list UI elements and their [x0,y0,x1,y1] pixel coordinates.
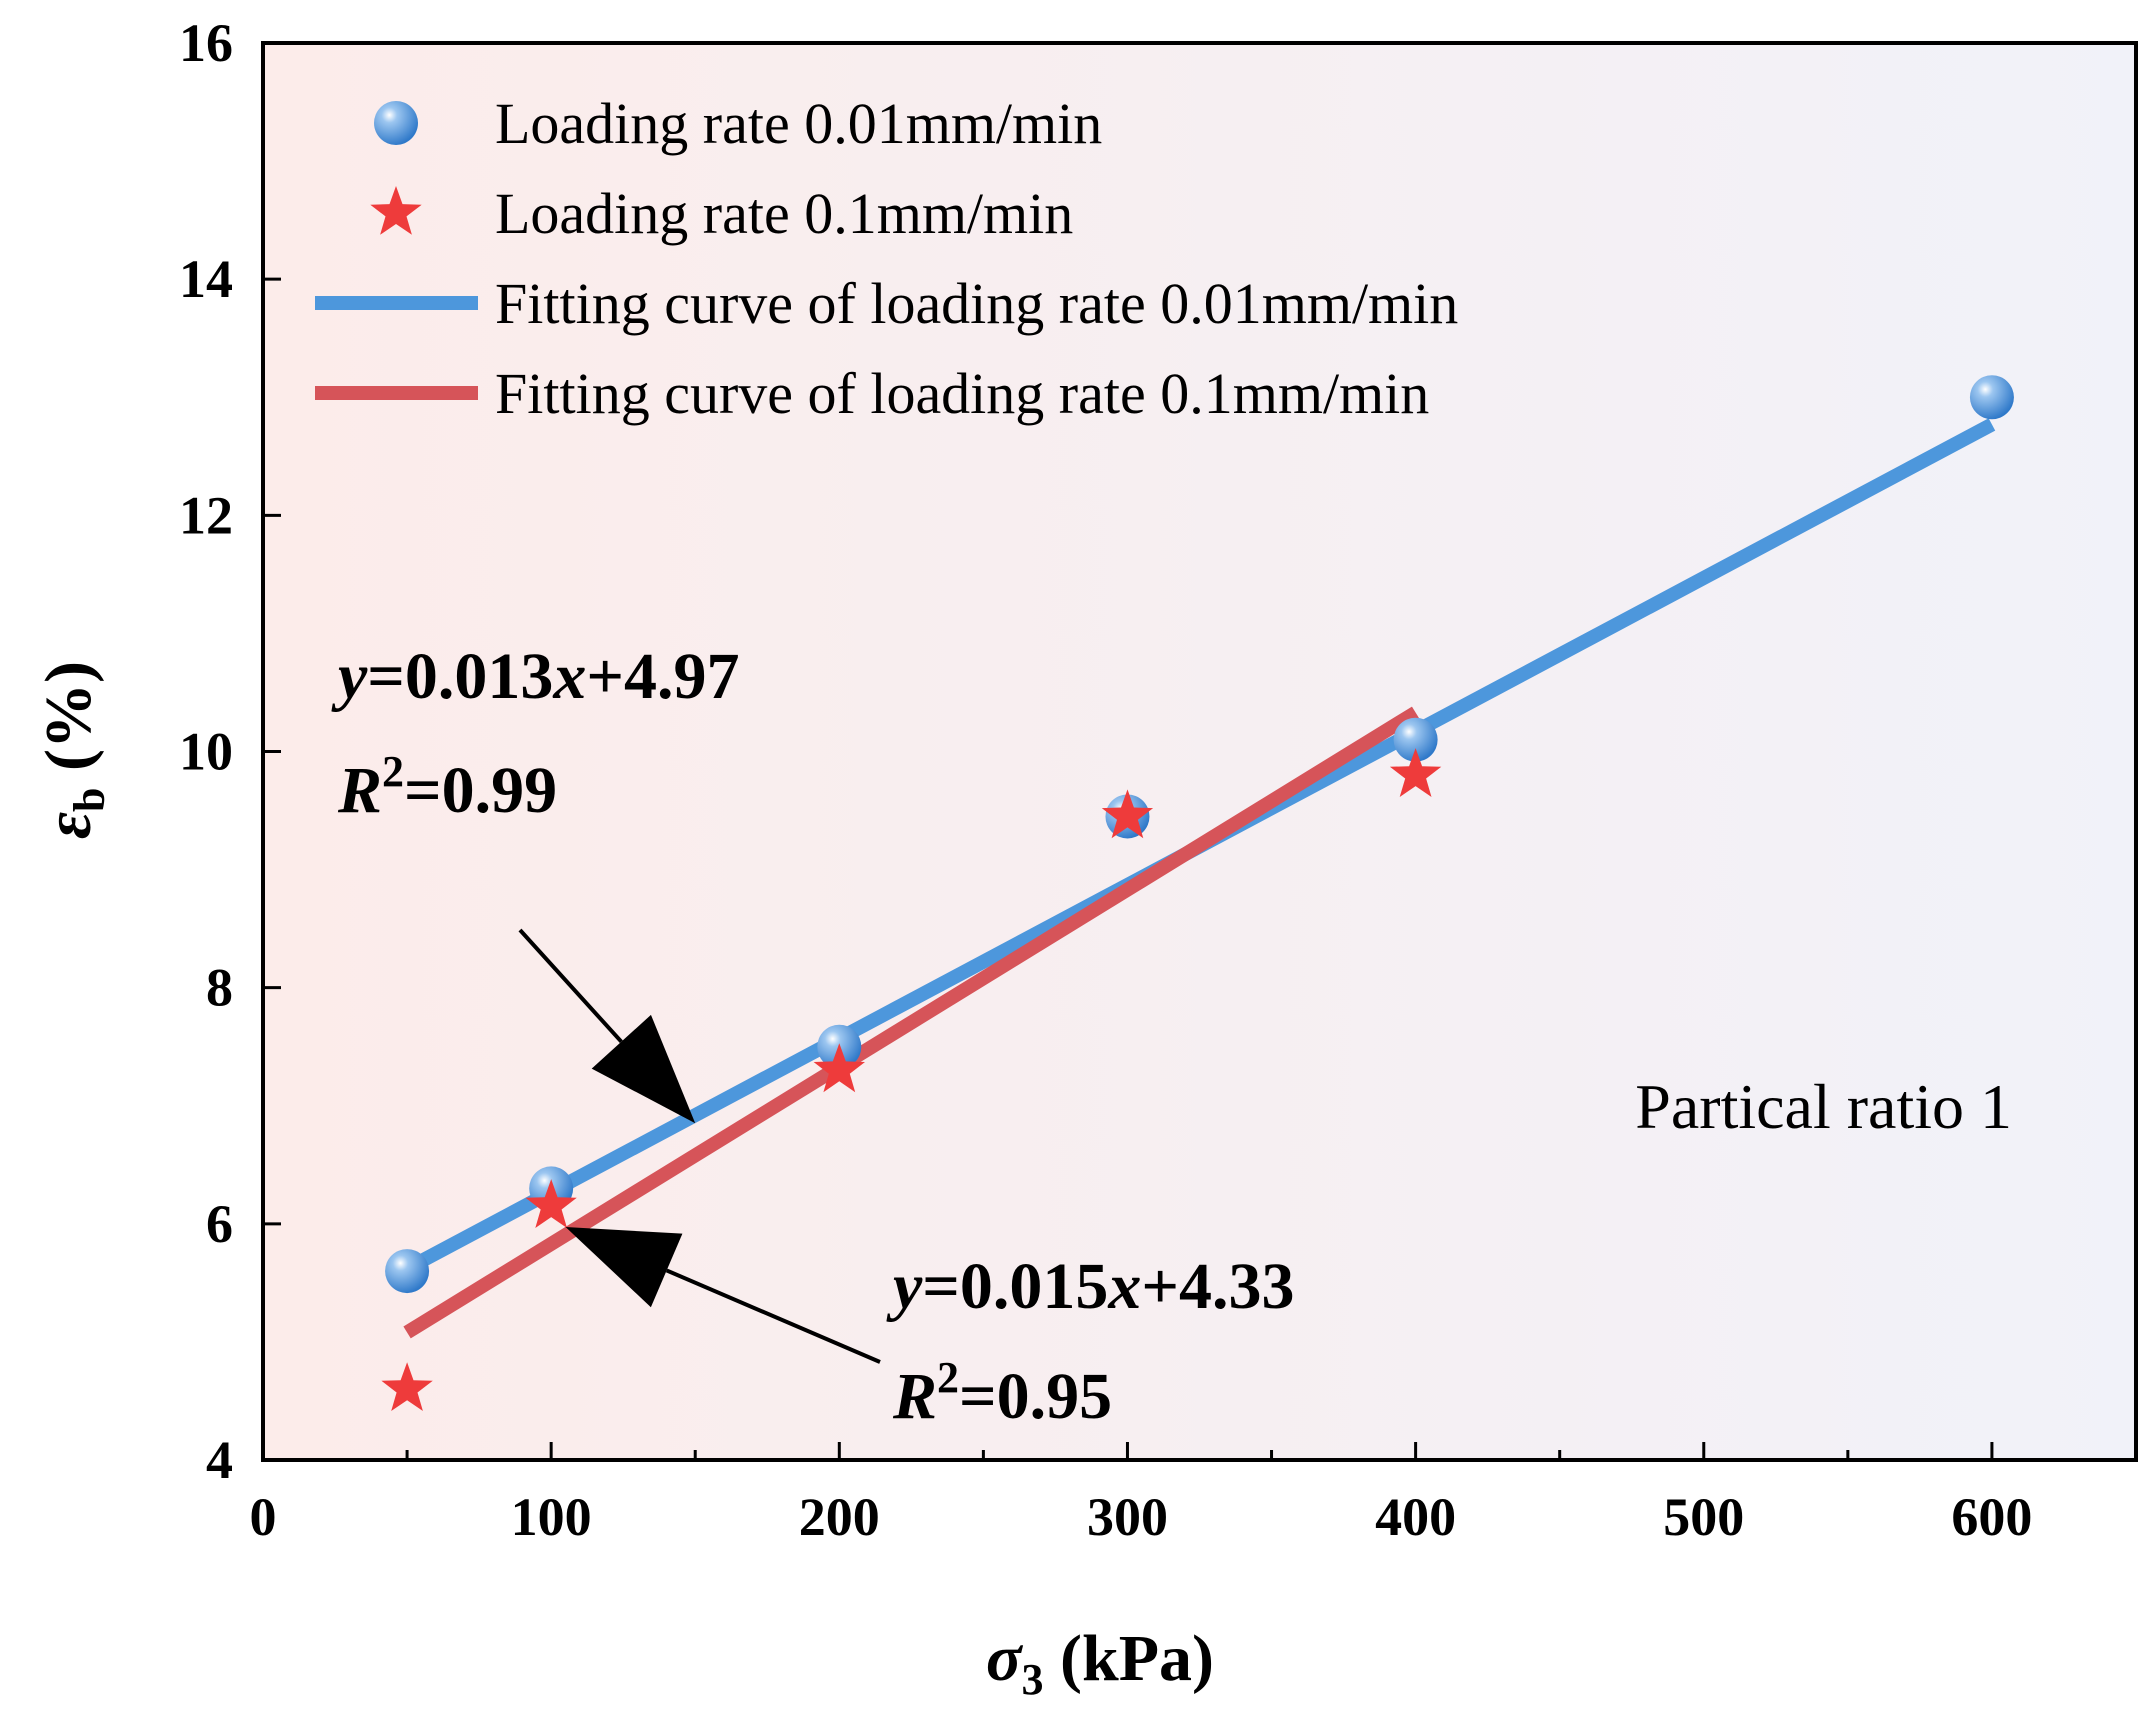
x-tick-label: 100 [511,1487,592,1547]
x-tick-label: 0 [250,1487,277,1547]
data-point-star [525,1179,577,1228]
y-axis-unit: (%) [32,661,105,771]
y-axis-symbol: ε [32,812,105,839]
y-tick-label: 8 [206,958,233,1018]
equation-2: y=0.015x+4.33 [886,1250,1295,1323]
legend-label-1: Loading rate 0.1mm/min [495,181,1073,246]
data-point-star [813,1043,865,1093]
r2-2: R2=0.95 [892,1353,1112,1433]
data-markers [381,375,2014,1411]
y-tick-label: 10 [179,722,233,782]
data-point-star [1389,748,1442,797]
r2-1: R2=0.99 [337,747,557,827]
data-point-circle [1969,375,2014,420]
data-point-star [1101,789,1154,839]
y-axis-subscript: b [65,787,114,811]
x-tick-label: 600 [1951,1487,2032,1547]
x-axis-title: σ3 (kPa) [986,1622,1214,1704]
y-axis-title: εb (%) [32,661,114,839]
particle-ratio-note: Partical ratio 1 [1635,1071,2012,1142]
annotation-arrows [518,928,881,1364]
legend-marker-circle [374,101,418,145]
legend-circle [374,101,418,145]
legend: Loading rate 0.01mm/min Loading rate 0.1… [315,91,1458,426]
x-axis-subscript: 3 [1022,1655,1044,1704]
arrow-to-red-fit [565,1227,881,1364]
legend-label-2: Fitting curve of loading rate 0.01mm/min [495,271,1458,336]
data-point-circle [385,1249,430,1294]
legend-marker-star [370,186,422,235]
equation-1: y=0.013x+4.97 [331,640,740,713]
x-axis-symbol: σ [986,1622,1024,1695]
data-point-star [381,1362,433,1411]
x-tick-label: 200 [799,1487,880,1547]
x-tick-label: 300 [1087,1487,1168,1547]
y-tick-label: 14 [179,249,233,309]
legend-label-0: Loading rate 0.01mm/min [495,91,1102,156]
x-tick-label: 500 [1663,1487,1744,1547]
y-tick-label: 12 [179,485,233,545]
y-tick-label: 4 [206,1430,233,1490]
y-tick-label: 16 [179,13,233,73]
legend-star [370,186,422,235]
x-tick-label: 400 [1375,1487,1456,1547]
axis-ticks [261,41,1994,1462]
y-tick-label: 6 [206,1194,233,1254]
axis-tick-labels: 0 100 200 300 400 500 600 4 6 8 10 12 14 16 [179,13,2032,1547]
x-axis-unit: (kPa) [1060,1622,1214,1695]
arrow-to-blue-fit [518,928,696,1124]
data-point-circle [1393,717,1438,762]
legend-label-3: Fitting curve of loading rate 0.1mm/min [495,361,1429,426]
